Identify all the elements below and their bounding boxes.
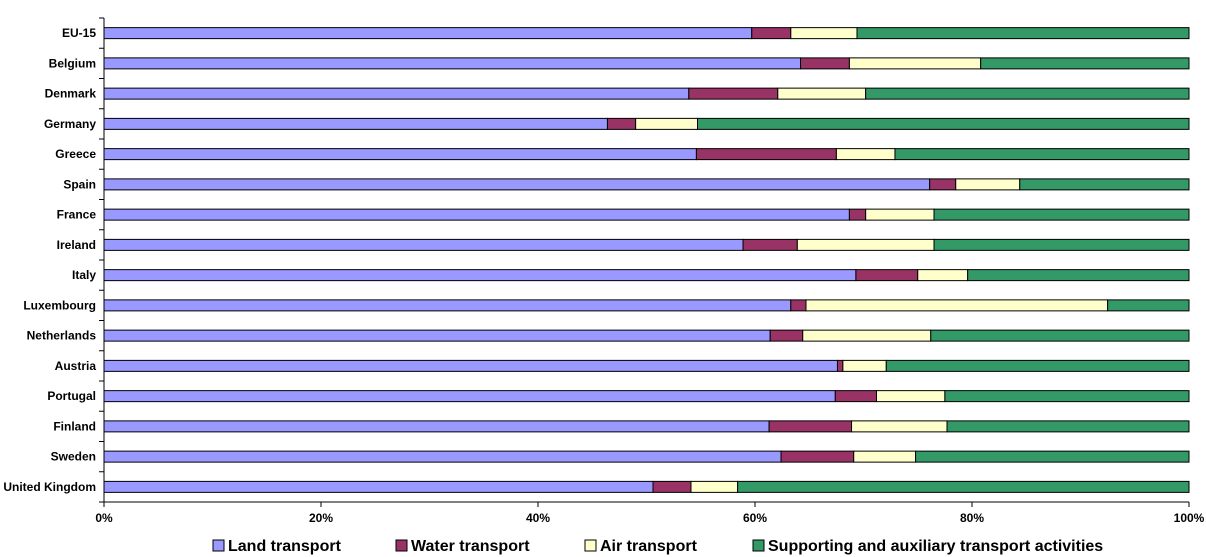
bar-segment-4-0 <box>103 148 697 161</box>
bar-segment-9-1 <box>790 299 807 312</box>
bar-segment-9-2 <box>805 299 1109 312</box>
bar-segment-6-1 <box>848 208 867 221</box>
bar-segment-2-1 <box>688 87 779 100</box>
legend-swatch <box>395 539 408 552</box>
bar-segment-10-1 <box>769 329 804 342</box>
bar-segment-1-1 <box>800 57 850 70</box>
bar-segment-11-0 <box>103 359 838 372</box>
legend: Land transport Water transport Air transpo… <box>212 538 1103 555</box>
bar-segment-15-0 <box>103 480 654 493</box>
plot-area: EU-15 Belgium Denmark Germany Greece Spain Fra… <box>3 17 1205 525</box>
category-label: France <box>57 208 97 222</box>
bar-segment-12-2 <box>876 390 946 403</box>
bar-segment-11-1 <box>836 359 844 372</box>
bar-segment-5-2 <box>955 178 1021 191</box>
legend-label: Supporting and auxiliary transport activ… <box>768 538 1103 555</box>
bar-segment-13-0 <box>103 420 770 433</box>
bar-segment-5-3 <box>1019 178 1190 191</box>
bar-segment-6-2 <box>865 208 935 221</box>
category-label: Belgium <box>49 56 96 70</box>
bar-segment-13-1 <box>768 420 853 433</box>
bar-segment-3-0 <box>103 117 608 130</box>
bar-segment-9-0 <box>103 299 792 312</box>
category-label: Ireland <box>57 238 96 252</box>
legend-label: Air transport <box>600 538 698 555</box>
bar-segment-15-3 <box>737 480 1190 493</box>
category-label: Finland <box>53 419 96 433</box>
bar-segment-1-3 <box>980 57 1190 70</box>
category-label: United Kingdom <box>3 480 96 494</box>
bar-segment-0-0 <box>103 27 753 40</box>
bar-segment-8-2 <box>917 269 969 282</box>
x-tick-label: 60% <box>743 511 767 525</box>
bar-segment-5-1 <box>929 178 957 191</box>
bar-segment-9-3 <box>1107 299 1190 312</box>
bar-segment-8-0 <box>103 269 857 282</box>
x-tick-label: 80% <box>960 511 984 525</box>
bar-segment-3-1 <box>606 117 637 130</box>
bar-segment-4-1 <box>695 148 837 161</box>
category-label: Germany <box>44 117 96 131</box>
bar-segment-10-2 <box>802 329 932 342</box>
bar-segment-10-0 <box>103 329 771 342</box>
bar-segment-6-3 <box>933 208 1190 221</box>
bar-segment-0-2 <box>790 27 858 40</box>
legend-label: Land transport <box>228 538 342 555</box>
bar-segment-1-2 <box>848 57 982 70</box>
x-tick-label: 40% <box>526 511 550 525</box>
x-tick-label: 0% <box>95 511 113 525</box>
bar-segment-12-3 <box>944 390 1190 403</box>
bar-segment-10-3 <box>930 329 1190 342</box>
bar-segment-2-0 <box>103 87 690 100</box>
bar-segment-14-3 <box>915 450 1190 463</box>
bar-segment-11-2 <box>842 359 887 372</box>
category-label: Spain <box>63 177 96 191</box>
bar-segment-13-2 <box>851 420 948 433</box>
category-label: Austria <box>55 359 97 373</box>
bar-segment-7-0 <box>103 238 744 251</box>
bar-segment-12-0 <box>103 390 836 403</box>
bar-segment-3-3 <box>697 117 1190 130</box>
category-label: Luxembourg <box>23 298 96 312</box>
category-label: Greece <box>55 147 96 161</box>
bar-segment-14-1 <box>780 450 855 463</box>
category-label: Denmark <box>45 87 97 101</box>
bar-segment-4-2 <box>835 148 896 161</box>
x-tick-label: 20% <box>309 511 333 525</box>
bar-segment-4-3 <box>894 148 1190 161</box>
bar-segment-7-1 <box>742 238 798 251</box>
bar-segment-15-2 <box>690 480 739 493</box>
bar-segment-14-0 <box>103 450 782 463</box>
bar-segment-3-2 <box>635 117 699 130</box>
category-label: Italy <box>72 268 96 282</box>
legend-swatch <box>584 539 597 552</box>
bar-segment-6-0 <box>103 208 850 221</box>
bar-segment-8-1 <box>855 269 919 282</box>
category-label: Netherlands <box>27 329 97 343</box>
bar-segment-5-0 <box>103 178 931 191</box>
bar-segment-2-2 <box>777 87 867 100</box>
bar-segment-15-1 <box>652 480 692 493</box>
bar-segment-11-3 <box>885 359 1190 372</box>
bar-segment-0-3 <box>856 27 1190 40</box>
bar-segment-7-3 <box>933 238 1190 251</box>
bar-segment-1-0 <box>103 57 802 70</box>
legend-swatch <box>752 539 765 552</box>
bar-segment-12-1 <box>834 390 878 403</box>
category-label: EU-15 <box>62 26 96 40</box>
bar-segment-8-3 <box>967 269 1190 282</box>
x-tick-label: 100% <box>1174 511 1205 525</box>
legend-swatch <box>212 539 225 552</box>
bar-segment-2-3 <box>865 87 1190 100</box>
bar-segment-7-2 <box>796 238 935 251</box>
category-label: Sweden <box>51 450 96 464</box>
legend-label: Water transport <box>411 538 530 555</box>
bar-segment-14-2 <box>853 450 917 463</box>
category-label: Portugal <box>47 389 96 403</box>
bar-segment-13-3 <box>946 420 1190 433</box>
bar-segment-0-1 <box>751 27 792 40</box>
